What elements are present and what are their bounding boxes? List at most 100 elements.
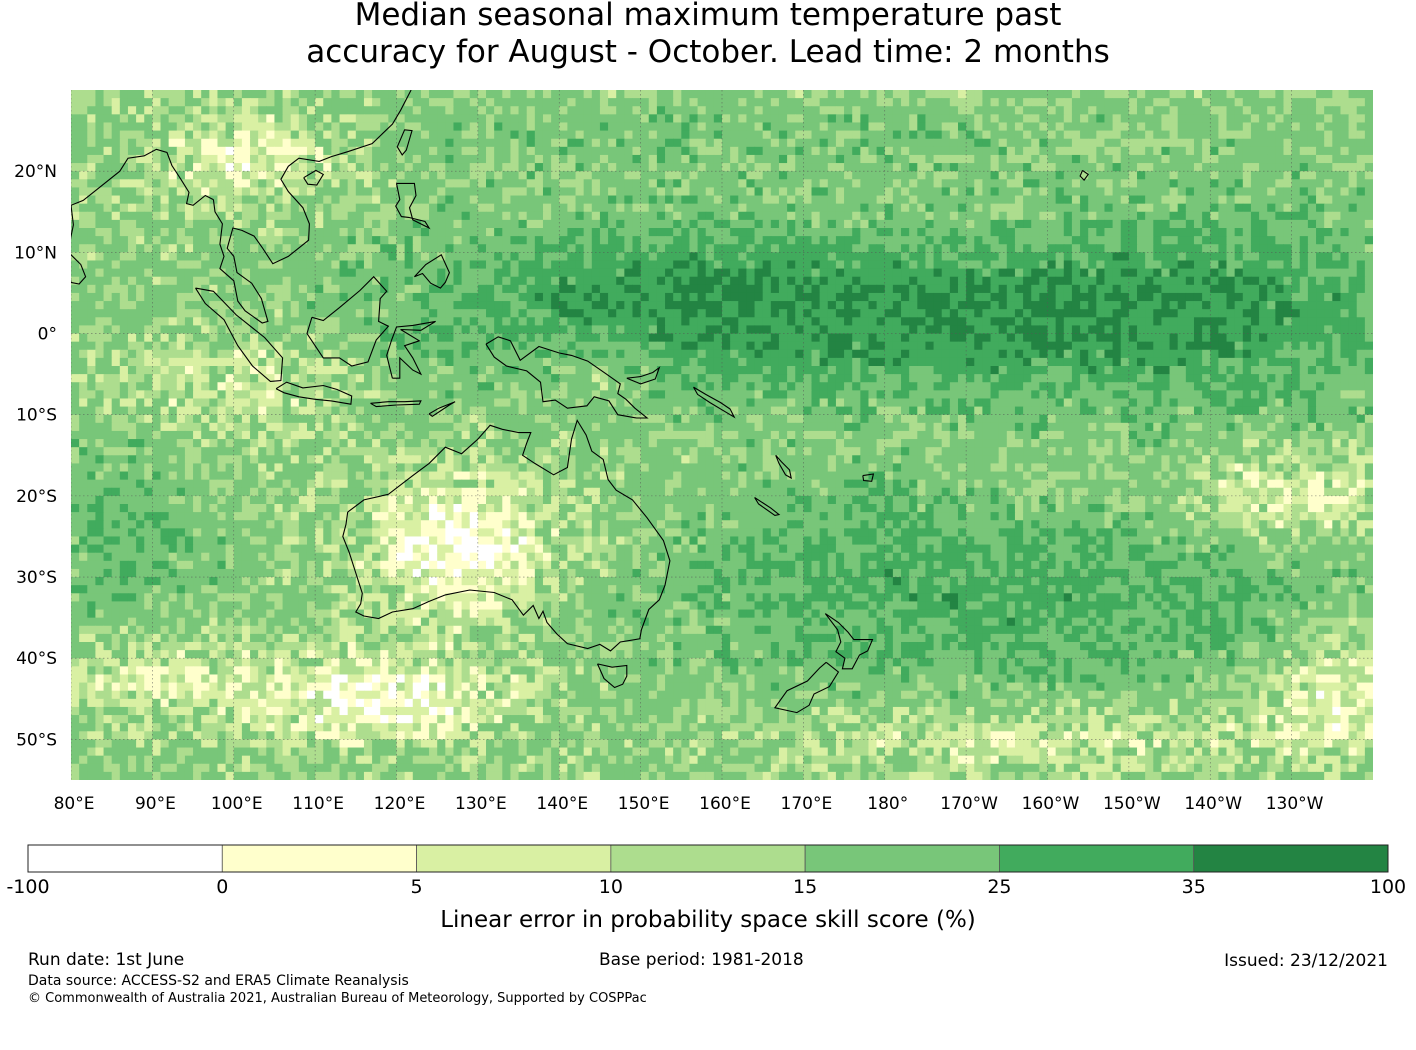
raster-cell xyxy=(1071,98,1081,107)
raster-cell xyxy=(648,236,658,245)
raster-cell xyxy=(225,90,235,99)
raster-cell xyxy=(673,236,682,245)
raster-cell xyxy=(1202,292,1211,302)
raster-cell xyxy=(835,138,845,148)
raster-cell xyxy=(1185,171,1195,180)
raster-cell xyxy=(884,228,894,237)
raster-cell xyxy=(469,268,479,278)
raster-cell xyxy=(591,154,601,164)
raster-cell xyxy=(111,219,121,229)
raster-cell xyxy=(608,106,617,115)
raster-cell xyxy=(1299,276,1309,286)
raster-cell xyxy=(518,309,528,318)
raster-cell xyxy=(1088,292,1097,302)
raster-cell xyxy=(819,284,829,294)
raster-cell xyxy=(860,163,869,172)
raster-cell xyxy=(713,333,723,343)
raster-cell xyxy=(1242,203,1252,213)
raster-cell xyxy=(331,106,341,115)
raster-cell xyxy=(144,187,153,197)
raster-cell xyxy=(429,333,438,343)
raster-cell xyxy=(1071,260,1081,270)
raster-cell xyxy=(656,284,666,294)
raster-cell xyxy=(518,325,528,335)
raster-cell xyxy=(1218,260,1228,270)
raster-cell xyxy=(380,276,389,286)
raster-cell xyxy=(884,195,894,205)
raster-cell xyxy=(957,284,967,294)
raster-cell xyxy=(681,122,690,132)
raster-cell xyxy=(1039,276,1048,286)
raster-cell xyxy=(233,122,243,132)
raster-cell xyxy=(1137,163,1146,172)
raster-cell xyxy=(559,179,568,188)
raster-cell xyxy=(542,284,552,294)
raster-cell xyxy=(1267,114,1276,123)
raster-cell xyxy=(437,171,446,180)
raster-cell xyxy=(583,276,593,286)
raster-cell xyxy=(1291,171,1301,180)
raster-cell xyxy=(258,276,267,286)
raster-cell xyxy=(1063,163,1073,172)
raster-cell xyxy=(705,301,715,310)
raster-cell xyxy=(1307,284,1317,294)
raster-cell xyxy=(323,90,332,99)
raster-cell xyxy=(87,341,96,351)
raster-cell xyxy=(510,211,520,221)
raster-cell xyxy=(152,260,162,270)
raster-cell xyxy=(941,219,951,229)
raster-cell xyxy=(526,154,536,164)
raster-cell xyxy=(1356,195,1366,205)
raster-cell xyxy=(461,301,471,310)
raster-cell xyxy=(95,260,105,270)
raster-cell xyxy=(1250,114,1260,123)
raster-cell xyxy=(282,219,292,229)
raster-cell xyxy=(1145,260,1154,270)
raster-cell xyxy=(1234,203,1244,213)
raster-cell xyxy=(266,195,275,205)
raster-cell xyxy=(388,228,397,237)
raster-cell xyxy=(429,301,438,310)
raster-cell xyxy=(136,98,145,107)
raster-cell xyxy=(127,309,137,318)
raster-cell xyxy=(1104,203,1114,213)
raster-cell xyxy=(770,284,780,294)
raster-cell xyxy=(1088,236,1097,245)
raster-cell xyxy=(1250,187,1260,197)
raster-cell xyxy=(420,203,430,213)
raster-cell xyxy=(616,106,625,115)
raster-cell xyxy=(835,195,845,205)
raster-cell xyxy=(559,211,568,221)
raster-cell xyxy=(551,284,560,294)
raster-cell xyxy=(648,325,658,335)
raster-cell xyxy=(258,228,267,237)
raster-cell xyxy=(1185,309,1195,318)
raster-cell xyxy=(1055,219,1065,229)
raster-cell xyxy=(380,317,389,326)
raster-cell xyxy=(1210,171,1219,180)
raster-cell xyxy=(461,228,471,237)
raster-cell xyxy=(225,138,235,148)
raster-cell xyxy=(95,90,105,99)
raster-cell xyxy=(315,252,324,261)
raster-cell xyxy=(876,98,886,107)
raster-cell xyxy=(941,154,951,164)
raster-cell xyxy=(608,98,617,107)
raster-cell xyxy=(339,122,349,132)
raster-cell xyxy=(355,138,365,148)
raster-cell xyxy=(339,284,349,294)
raster-cell xyxy=(1128,252,1138,261)
raster-cell xyxy=(429,154,438,164)
raster-cell xyxy=(1340,252,1350,261)
raster-cell xyxy=(87,203,96,213)
raster-cell xyxy=(396,244,406,253)
raster-cell xyxy=(795,195,804,205)
raster-cell xyxy=(453,325,463,335)
raster-cell xyxy=(591,317,601,326)
raster-cell xyxy=(1120,138,1130,148)
raster-cell xyxy=(1291,154,1301,164)
raster-cell xyxy=(469,309,479,318)
raster-cell xyxy=(494,154,503,164)
raster-cell xyxy=(738,325,747,335)
raster-cell xyxy=(1332,195,1341,205)
